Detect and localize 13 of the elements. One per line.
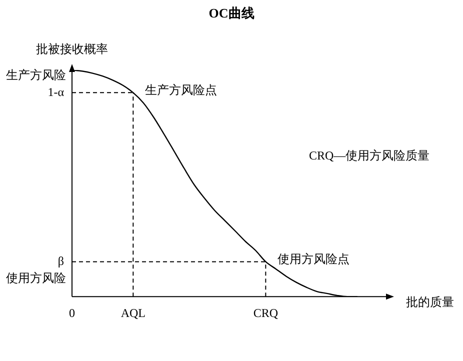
x-tick-label: AQL	[120, 306, 146, 320]
y-axis-title: 批被接收概率	[36, 42, 108, 56]
text: 使用方风险	[6, 270, 66, 285]
ref-line-label: β	[58, 254, 64, 268]
x-tick-label: 0	[69, 306, 75, 320]
annotation: 生产方风险点	[145, 82, 218, 97]
annotation: 使用方风险点	[278, 252, 350, 266]
text: 生产方风险	[6, 68, 66, 82]
chart-title: OC曲线	[208, 5, 254, 20]
ref-line-label: 1-α	[48, 84, 65, 99]
annotation: CRQ—使用方风险质量	[309, 148, 430, 162]
x-tick-label: CRQ	[253, 306, 278, 320]
x-axis-title: 批的质量	[406, 294, 454, 309]
